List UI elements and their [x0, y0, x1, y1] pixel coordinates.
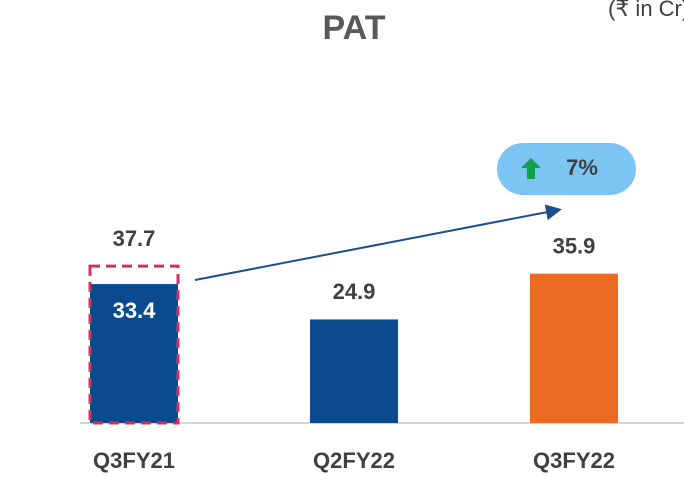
- growth-annotation: 7%: [194, 143, 636, 281]
- bar: [90, 284, 178, 423]
- bars: 33.4 Q3FY21 24.9 Q2FY22 35.9 Q3FY22 37.7: [88, 226, 618, 473]
- highlight-label: 37.7: [113, 226, 156, 251]
- value-label: 35.9: [553, 233, 596, 258]
- growth-arrow: [194, 204, 562, 281]
- value-label: 24.9: [333, 279, 376, 304]
- x-tick-label: Q3FY22: [533, 448, 615, 473]
- value-label: 33.4: [113, 298, 157, 323]
- chart-title: PAT: [323, 9, 386, 47]
- growth-pill: [497, 143, 636, 195]
- growth-label: 7%: [566, 155, 598, 180]
- unit-note: (₹ in Cr): [608, 0, 684, 21]
- bar: [530, 273, 618, 423]
- bar: [310, 319, 398, 423]
- x-tick-label: Q2FY22: [313, 448, 395, 473]
- highlight-box: [88, 264, 180, 425]
- up-arrow-icon: [521, 158, 541, 179]
- x-tick-label: Q3FY21: [93, 448, 175, 473]
